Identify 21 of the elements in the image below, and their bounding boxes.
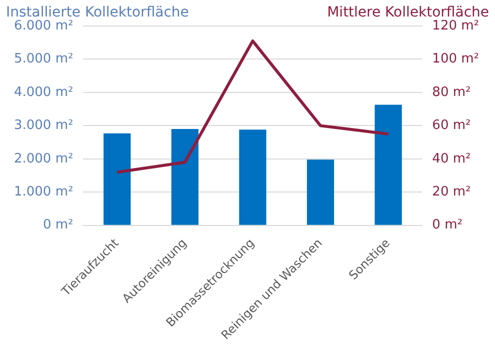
y-tick-label: 0 m² (42, 218, 74, 233)
y2-tick-label: 20 m² (432, 184, 471, 200)
bar (104, 133, 131, 225)
y2-axis-title: Mittlere Kollektorfläche (327, 4, 489, 21)
y2-tick-label: 0 m² (432, 218, 462, 233)
y2-tick-label: 120 m² (432, 18, 480, 34)
y2-tick-label: 40 m² (432, 151, 471, 166)
y2-tick-label: 80 m² (432, 84, 471, 100)
bar (239, 130, 266, 225)
y-tick-label: 4.000 m² (14, 84, 74, 100)
y-axis-title: Installierte Kollektorfläche (6, 4, 189, 21)
bar (306, 160, 334, 225)
y2-tick-label: 60 m² (432, 118, 471, 134)
y2-tick-label: 100 m² (432, 52, 480, 67)
bar (374, 104, 402, 225)
y-tick-label: 1.000 m² (14, 184, 74, 200)
y-tick-label: 2.000 m² (14, 151, 74, 166)
bar (171, 129, 198, 225)
y-tick-label: 3.000 m² (14, 118, 74, 134)
y-tick-label: 5.000 m² (14, 52, 74, 67)
y-tick-label: 6.000 m² (14, 18, 74, 34)
